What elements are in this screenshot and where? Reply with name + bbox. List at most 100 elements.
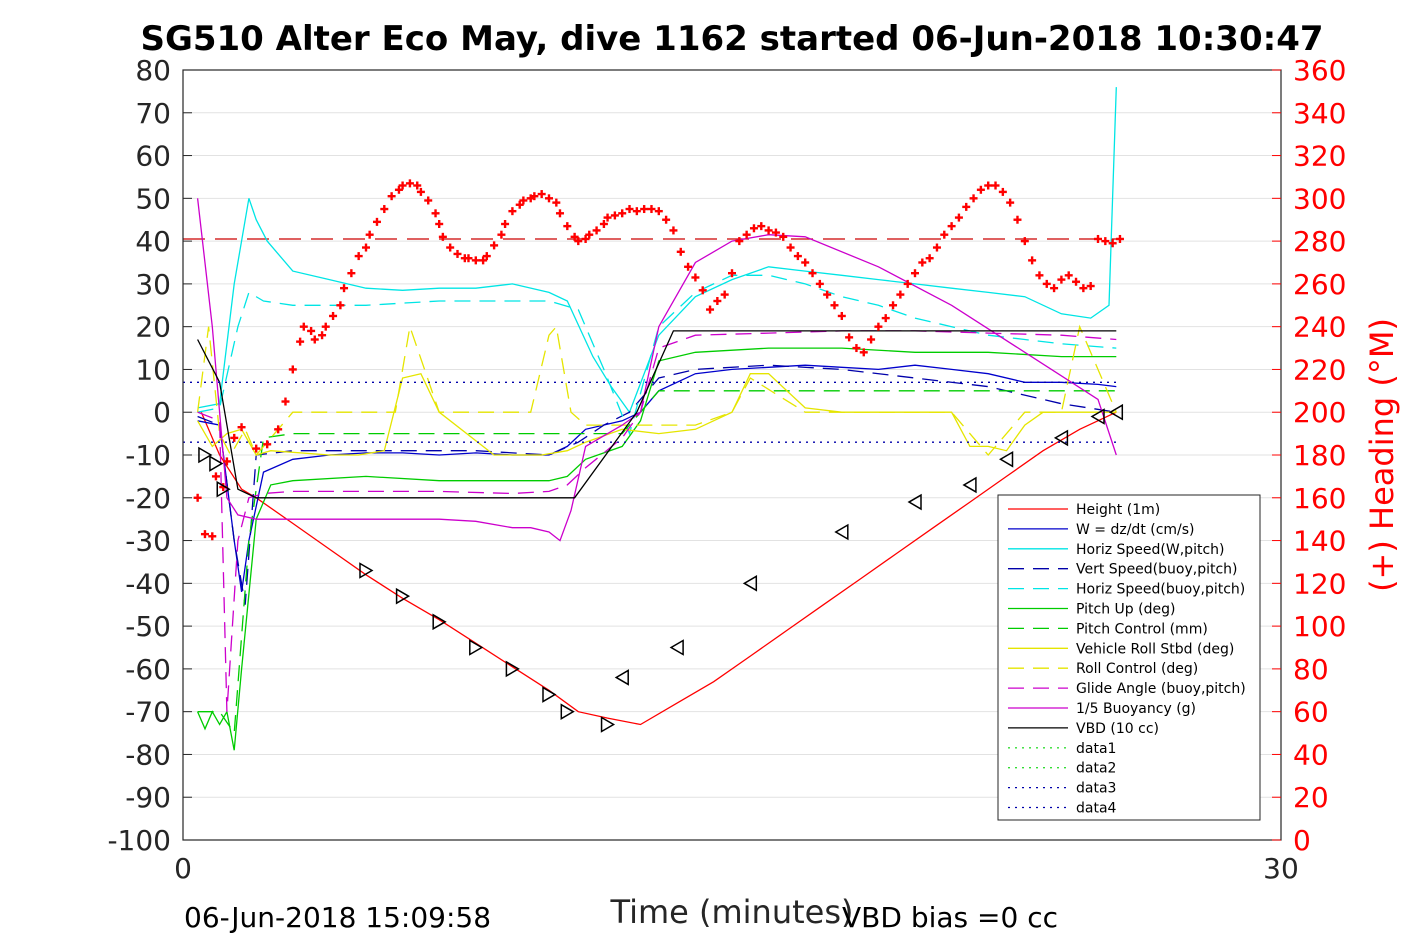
heading-point (413, 181, 422, 190)
heading-point (911, 269, 919, 278)
y-tick-label: 70 (135, 97, 171, 130)
heading-point (362, 243, 370, 252)
heading-point (200, 530, 209, 539)
heading-point (288, 365, 297, 374)
legend-label: data4 (1076, 801, 1117, 817)
ascent-marker (1090, 408, 1105, 425)
legend-label: Pitch Control (mm) (1076, 621, 1208, 637)
heading-point (984, 181, 993, 190)
heading-point (764, 226, 773, 235)
ascent-marker (999, 450, 1014, 468)
heading-point (263, 440, 272, 449)
heading-point (940, 230, 949, 239)
heading-point (1086, 282, 1095, 291)
heading-point (1042, 279, 1051, 288)
heading-point (296, 337, 305, 346)
y-right-tick-label: 140 (1293, 525, 1346, 558)
heading-point (698, 286, 707, 295)
heading-point (654, 207, 663, 216)
ascent-marker (742, 575, 758, 592)
heading-point (193, 493, 202, 502)
heading-point (889, 301, 898, 310)
heading-point (1072, 277, 1081, 286)
heading-point (581, 234, 590, 243)
heading-point (490, 241, 499, 250)
heading-point (793, 252, 802, 261)
heading-point (918, 258, 927, 267)
heading-point (771, 228, 780, 237)
descent-marker (469, 639, 484, 656)
heading-point (808, 269, 817, 278)
y-right-tick-label: 160 (1293, 482, 1346, 515)
heading-point (925, 254, 934, 263)
y-tick-label: -90 (125, 781, 171, 814)
heading-point (801, 258, 810, 267)
y-right-tick-label: 240 (1293, 311, 1346, 344)
legend-label: data1 (1076, 741, 1116, 757)
y-right-tick-label: 320 (1293, 140, 1346, 173)
legend-label: VBD (10 cc) (1076, 721, 1159, 737)
heading-point (318, 331, 327, 340)
heading-point (211, 472, 220, 481)
y-right-tick-label: 280 (1293, 225, 1346, 258)
x-axis-ticks: 0 30 (174, 831, 1299, 885)
y-tick-label: 30 (135, 268, 171, 301)
series-line-0 (200, 411, 1117, 726)
ascent-marker (614, 669, 629, 686)
y-tick-label: -20 (125, 482, 171, 515)
heading-point (336, 301, 345, 310)
descent-marker (600, 716, 616, 733)
y-right-tick-label: 180 (1293, 439, 1346, 472)
ascent-marker (962, 476, 977, 494)
heading-point (962, 202, 971, 211)
series-line-4 (197, 274, 1117, 436)
heading-point (867, 335, 876, 344)
y-right-tick-label: 200 (1293, 396, 1346, 429)
heading-point (574, 237, 583, 246)
heading-point (1028, 256, 1037, 265)
y-axis-left-ticks: 80 70 60 50 40 30 20 10 0 -10 -20 -30 -40 -50 -60 -70 -8… (107, 54, 192, 857)
heading-point (845, 333, 854, 342)
descent-marker (395, 587, 411, 605)
footer-vbd-bias: VBD bias =0 cc (842, 901, 1058, 934)
heading-point (1057, 275, 1066, 284)
heading-point (281, 397, 290, 406)
heading-point (786, 243, 795, 252)
heading-point (610, 211, 619, 220)
heading-point (757, 222, 766, 231)
heading-point (691, 273, 700, 282)
heading-point (706, 305, 715, 314)
y-axis-right-label: (+) Heading (°M) (1363, 318, 1401, 592)
heading-point (896, 290, 905, 299)
x-tick-label: 0 (174, 852, 192, 885)
y-tick-label: -10 (125, 439, 171, 472)
y-tick-label: 60 (135, 140, 171, 173)
heading-point (640, 205, 649, 214)
series-line-10 (196, 198, 1117, 542)
heading-point (274, 425, 283, 434)
heading-point (823, 290, 832, 299)
y-tick-label: -40 (125, 567, 171, 600)
y-tick-label: -30 (125, 525, 171, 558)
heading-point (552, 198, 561, 207)
heading-point (603, 213, 612, 222)
heading-point (1050, 284, 1059, 293)
heading-point (632, 207, 641, 216)
legend-label: Horiz Speed(W,pitch) (1076, 542, 1224, 558)
legend-label: Pitch Up (deg) (1076, 602, 1175, 618)
heading-point (321, 322, 330, 331)
heading-point (779, 232, 788, 241)
heading-point (1020, 237, 1029, 246)
y-right-tick-label: 360 (1293, 54, 1346, 87)
y-right-tick-label: 40 (1293, 738, 1329, 771)
legend-label: Glide Angle (buoy,pitch) (1076, 681, 1246, 697)
descent-marker (432, 613, 447, 631)
legend-label: Horiz Speed(buoy,pitch) (1076, 582, 1245, 598)
ascent-marker (907, 493, 922, 511)
descent-marker (216, 480, 231, 498)
y-right-tick-label: 260 (1293, 268, 1346, 301)
heading-point (947, 222, 956, 231)
heading-point (625, 205, 634, 214)
y-right-tick-label: 340 (1293, 97, 1346, 130)
heading-point (340, 284, 349, 293)
